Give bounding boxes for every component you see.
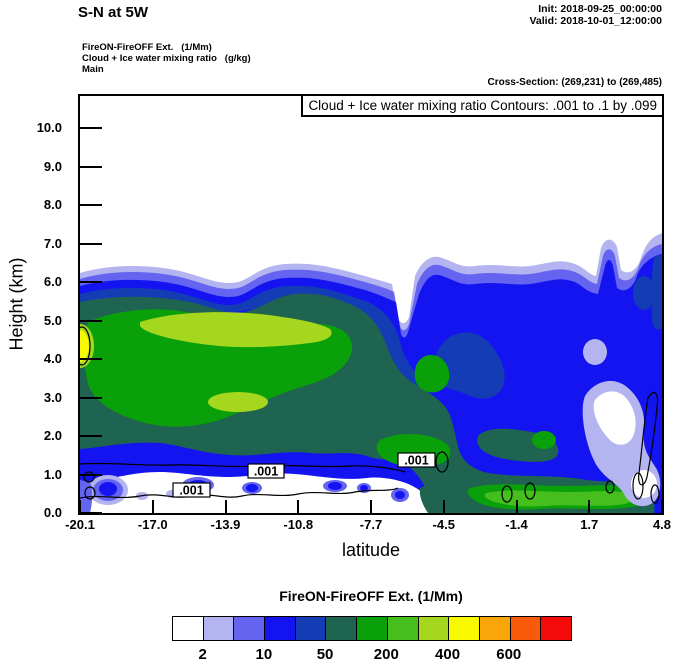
x-tick-label: -20.1 — [65, 517, 95, 532]
colorbar-swatch — [357, 617, 388, 640]
plot-title-box: Cloud + Ice water mixing ratio Contours:… — [301, 94, 664, 117]
contour-line — [632, 472, 644, 500]
contour-line — [605, 480, 615, 494]
contour-region-light-green-lens — [140, 312, 332, 348]
y-tick-label: 6.0 — [43, 274, 62, 289]
colorbar-swatch — [203, 617, 235, 640]
contour-line — [501, 485, 513, 503]
colorbar-tick-label: 10 — [255, 646, 273, 663]
contour-label: .001 — [404, 454, 428, 468]
contour-region-yellow-max — [80, 330, 89, 362]
init-timestamp: Init: 2018-09-25_00:00:00 — [538, 3, 662, 15]
contour-label-box — [397, 452, 436, 468]
contour-label: .001 — [179, 484, 203, 498]
colorbar-swatch — [479, 617, 511, 640]
contour-region-navy-right-edge — [651, 255, 662, 330]
y-tick-label: 0.0 — [43, 505, 62, 520]
contour-region-blob-1-blue — [99, 482, 117, 496]
contour-region-light-green-lens-low — [208, 392, 268, 412]
y-tick-label: 1.0 — [43, 466, 62, 482]
colorbar-swatch — [234, 617, 266, 640]
contour-region-blob-3-blue — [246, 484, 258, 492]
contour-region-blob-6-blue — [395, 491, 405, 499]
product-line-3: Main — [82, 64, 104, 75]
y-tick-label: 4.0 — [43, 351, 62, 366]
contour-line — [650, 484, 660, 504]
plot-area: .001 .001 .001 Cloud + Ice water mixing ra… — [78, 94, 664, 515]
contour-region-navy-blob-mid — [434, 332, 505, 399]
colorbar-swatch — [265, 617, 296, 640]
colorbar-swatch — [387, 617, 419, 640]
colorbar-tick-label: 400 — [435, 646, 461, 663]
colorbar-swatch — [295, 617, 327, 640]
colorbar-tick-label: 200 — [373, 646, 399, 663]
y-tick-label: 9.0 — [43, 158, 62, 174]
contour-line — [435, 451, 449, 473]
page-title: S-N at 5W — [78, 4, 149, 21]
contour-region-blob-5-blue — [360, 485, 368, 491]
y-tick-label: 7.0 — [43, 235, 62, 251]
contour-line — [638, 391, 659, 486]
contour-region-navy-blob-upper-right — [633, 276, 655, 310]
contour-region-white-pocket-1 — [593, 391, 636, 445]
contour-region-lavender-patch-upper-right — [583, 339, 607, 365]
x-tick-label: -13.9 — [210, 517, 241, 532]
colorbar-tick-label: 600 — [496, 646, 522, 663]
contour-line — [80, 487, 399, 499]
contour-label: .001 — [254, 465, 278, 479]
cross-section-note: Cross-Section: (269,231) to (269,485) — [487, 77, 662, 88]
colorbar-swatch — [418, 617, 450, 640]
product-line-1: FireON-FireOFF Ext. (1/Mm) — [82, 42, 212, 53]
colorbar-tick-label: 2 — [198, 646, 207, 663]
contour-region-green-column — [414, 354, 450, 393]
y-tick-label: 10.0 — [36, 120, 62, 135]
x-tick-label: 4.8 — [652, 517, 672, 532]
valid-timestamp: Valid: 2018-10-01_12:00:00 — [529, 15, 662, 27]
y-tick-label: 2.0 — [43, 428, 62, 443]
contour-region-bright-green-band — [484, 490, 633, 507]
colorbar — [172, 616, 572, 641]
colorbar-swatch — [541, 617, 571, 640]
x-tick-label: -4.5 — [432, 517, 455, 532]
y-tick-label: 5.0 — [43, 312, 62, 328]
contour-region-green-blob-small — [532, 431, 556, 449]
x-tick-label: -17.0 — [137, 517, 168, 532]
x-tick-label: 1.7 — [580, 517, 599, 532]
contour-line — [83, 471, 95, 483]
product-line-2: Cloud + Ice water mixing ratio (g/kg) — [82, 53, 251, 64]
y-tick-label: 3.0 — [43, 389, 62, 405]
contour-region-blob-4-blue — [328, 482, 342, 490]
contour-label-box — [172, 482, 211, 498]
x-tick-label: -1.4 — [505, 517, 528, 532]
x-axis-title: latitude — [341, 540, 401, 560]
colorbar-swatch — [449, 617, 480, 640]
y-tick-label: 8.0 — [43, 197, 62, 212]
colorbar-swatch — [510, 617, 542, 640]
colorbar-swatch — [173, 617, 204, 640]
colorbar-swatch — [326, 617, 358, 640]
contour-plot: .001 .001 .001 — [80, 127, 662, 513]
contour-label-box — [247, 463, 285, 479]
contour-line — [80, 326, 91, 366]
contour-line — [524, 482, 536, 500]
y-axis-title: Height (km) — [6, 257, 27, 351]
x-tick-label: -7.7 — [359, 517, 383, 532]
contour-line — [84, 486, 96, 500]
colorbar-tick-label: 50 — [316, 646, 334, 663]
colorbar-title: FireON-FireOFF Ext. (1/Mm) — [279, 588, 463, 604]
x-tick-label: -10.8 — [283, 517, 314, 532]
